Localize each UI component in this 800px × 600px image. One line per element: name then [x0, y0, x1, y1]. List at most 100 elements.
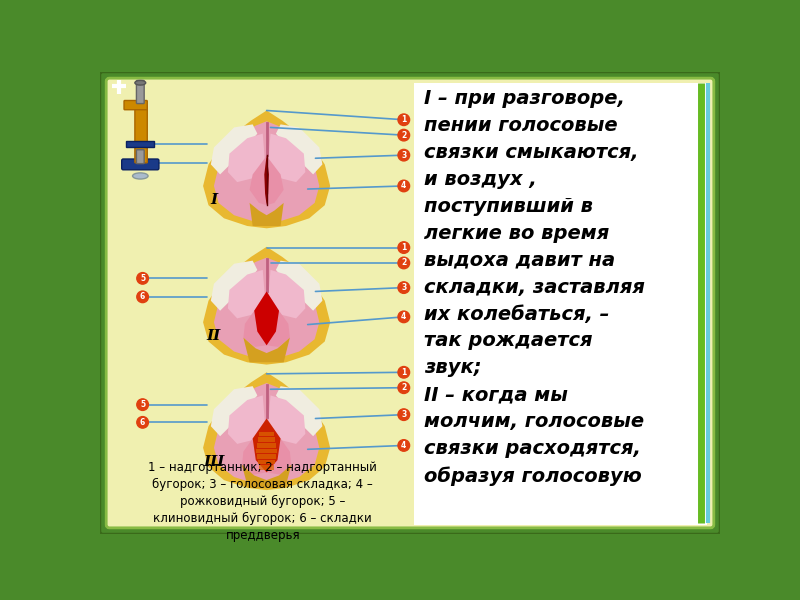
Text: легкие во время: легкие во время [424, 224, 610, 242]
Polygon shape [228, 395, 265, 444]
Circle shape [137, 272, 149, 284]
Polygon shape [268, 395, 306, 444]
Polygon shape [259, 466, 274, 470]
Text: 1: 1 [401, 368, 406, 377]
Text: 1: 1 [401, 243, 406, 252]
Text: их колебаться, –: их колебаться, – [424, 305, 610, 323]
FancyBboxPatch shape [137, 80, 144, 104]
Polygon shape [214, 383, 319, 485]
Polygon shape [203, 372, 330, 490]
Polygon shape [243, 338, 290, 362]
Polygon shape [253, 419, 281, 472]
Text: 4: 4 [401, 441, 406, 450]
Circle shape [398, 257, 410, 269]
FancyBboxPatch shape [137, 150, 144, 164]
FancyBboxPatch shape [135, 106, 147, 163]
Ellipse shape [135, 80, 146, 85]
FancyBboxPatch shape [126, 141, 154, 146]
Text: поступивший в: поступивший в [424, 197, 593, 216]
Text: 6: 6 [140, 292, 146, 301]
Text: 3: 3 [401, 151, 406, 160]
Circle shape [137, 399, 149, 410]
Text: 4: 4 [401, 181, 406, 190]
Text: 6: 6 [140, 158, 146, 167]
Polygon shape [266, 419, 291, 475]
Text: 2: 2 [401, 131, 406, 140]
Text: 3: 3 [401, 410, 406, 419]
Text: II – когда мы: II – когда мы [424, 385, 568, 404]
Polygon shape [203, 247, 330, 365]
Circle shape [398, 311, 410, 323]
FancyBboxPatch shape [98, 70, 722, 536]
Polygon shape [259, 431, 274, 436]
Text: 1 – надгортанник; 2 – надгортанный
бугорок; 3 – голосовая складка; 4 –
рожковидн: 1 – надгортанник; 2 – надгортанный бугор… [148, 461, 377, 542]
Polygon shape [257, 443, 276, 448]
Circle shape [398, 114, 410, 125]
Text: 2: 2 [401, 259, 406, 268]
Text: складки, заставляя: складки, заставляя [424, 278, 645, 296]
Polygon shape [257, 454, 276, 459]
Polygon shape [250, 203, 284, 226]
Circle shape [398, 382, 410, 394]
Circle shape [137, 139, 149, 150]
Polygon shape [258, 460, 275, 464]
Polygon shape [250, 155, 266, 205]
Polygon shape [276, 124, 322, 175]
Circle shape [398, 149, 410, 161]
Text: III: III [203, 455, 225, 469]
Text: связки смыкаются,: связки смыкаются, [424, 143, 638, 162]
Polygon shape [266, 155, 284, 205]
Circle shape [398, 180, 410, 192]
Circle shape [398, 367, 410, 378]
Text: I: I [210, 193, 218, 207]
Circle shape [398, 282, 410, 293]
Circle shape [398, 130, 410, 141]
Polygon shape [266, 292, 290, 347]
Text: связки расходятся,: связки расходятся, [424, 439, 641, 458]
Circle shape [398, 242, 410, 253]
Circle shape [398, 440, 410, 451]
Text: I – при разговоре,: I – при разговоре, [424, 89, 625, 108]
Text: 5: 5 [140, 274, 145, 283]
Circle shape [137, 416, 149, 428]
Circle shape [137, 291, 149, 302]
Text: молчим, голосовые: молчим, голосовые [424, 412, 644, 431]
Text: 1: 1 [401, 115, 406, 124]
Polygon shape [211, 124, 258, 175]
FancyBboxPatch shape [414, 83, 707, 525]
Text: 5: 5 [140, 140, 145, 149]
Text: 4: 4 [401, 313, 406, 322]
Text: образуя голосовую: образуя голосовую [424, 466, 642, 486]
Text: так рождается: так рождается [424, 331, 593, 350]
Text: II: II [206, 329, 221, 343]
Text: 2: 2 [401, 383, 406, 392]
Polygon shape [211, 260, 258, 311]
Text: выдоха давит на: выдоха давит на [424, 251, 615, 269]
Polygon shape [256, 449, 278, 453]
Polygon shape [264, 155, 269, 205]
Text: 5: 5 [140, 400, 145, 409]
Ellipse shape [133, 173, 148, 179]
Polygon shape [211, 386, 258, 436]
Polygon shape [254, 292, 279, 346]
Polygon shape [242, 419, 266, 475]
Circle shape [137, 157, 149, 169]
Polygon shape [243, 292, 266, 347]
FancyBboxPatch shape [122, 159, 159, 170]
Polygon shape [214, 121, 319, 223]
Text: звук;: звук; [424, 358, 482, 377]
Polygon shape [228, 270, 265, 319]
Polygon shape [214, 257, 319, 359]
Polygon shape [228, 134, 265, 182]
Polygon shape [242, 464, 291, 488]
Polygon shape [276, 386, 322, 436]
Text: пении голосовые: пении голосовые [424, 116, 618, 135]
Polygon shape [268, 134, 306, 182]
Text: 3: 3 [401, 283, 406, 292]
Polygon shape [203, 110, 330, 229]
Circle shape [398, 409, 410, 421]
Polygon shape [276, 260, 322, 311]
Polygon shape [268, 270, 306, 319]
Text: 6: 6 [140, 418, 146, 427]
FancyBboxPatch shape [106, 78, 714, 528]
